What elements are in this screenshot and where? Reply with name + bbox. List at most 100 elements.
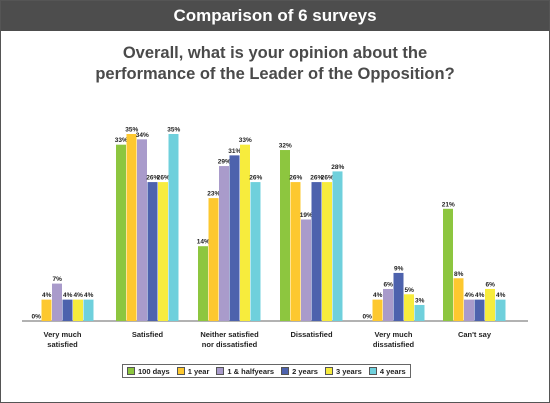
value-label-3-4: 31%	[228, 148, 241, 155]
legend-label: 1 year	[187, 366, 210, 376]
value-label-5-5: 5%	[405, 287, 415, 294]
bar-6-1	[443, 208, 453, 321]
value-label-1-3: 7%	[53, 276, 63, 283]
bar-4-4	[311, 182, 322, 321]
value-label-5-6: 3%	[415, 297, 425, 304]
bar-2-3	[137, 139, 147, 321]
value-label-6-4: 4%	[475, 292, 485, 299]
value-label-4-1: 32%	[279, 143, 292, 150]
legend-item-4: 2 years	[281, 367, 318, 376]
value-label-1-6: 4%	[84, 292, 94, 299]
legend-swatch	[176, 367, 185, 375]
value-label-4-4: 26%	[310, 175, 323, 182]
value-label-6-1: 21%	[442, 201, 455, 208]
legend-label: 4 years	[379, 366, 406, 376]
legend-swatch	[368, 367, 377, 375]
bar-1-2	[41, 299, 52, 321]
bar-5-5	[404, 294, 414, 321]
banner-title: Comparison of 6 surveys	[1, 1, 549, 31]
legend-swatch	[216, 367, 225, 375]
value-label-2-4: 26%	[146, 175, 159, 182]
value-label-2-1: 33%	[115, 137, 128, 144]
chart-legend: 100 days 1 year 1 & halfyears 2 years 3 year…	[122, 364, 411, 378]
value-label-6-2: 8%	[454, 271, 464, 278]
value-label-6-6: 4%	[496, 292, 506, 299]
value-label-2-5: 26%	[157, 175, 170, 182]
bar-2-6	[168, 134, 179, 321]
value-label-3-1: 14%	[197, 239, 210, 246]
legend-swatch	[324, 367, 333, 375]
legend-item-2: 1 year	[176, 366, 210, 376]
legend-swatch	[127, 367, 135, 375]
value-label-3-6: 26%	[249, 175, 262, 182]
category-label-4: Dissatisfied	[290, 330, 333, 339]
bar-3-4	[229, 155, 240, 321]
legend-item-3: 1 & halfyears	[216, 367, 274, 376]
bar-3-3	[219, 166, 229, 321]
legend-label: 3 years	[335, 366, 362, 376]
legend-item-6: 4 years	[368, 366, 406, 376]
bar-3-1	[198, 246, 208, 321]
bar-6-3	[464, 299, 474, 321]
value-label-6-5: 6%	[486, 281, 496, 288]
value-label-6-3: 4%	[465, 292, 475, 299]
bar-4-2	[290, 182, 301, 321]
question-line-2: performance of the Leader of the Opposit…	[95, 65, 455, 83]
value-label-2-6: 35%	[167, 127, 180, 134]
bar-1-6	[83, 299, 94, 321]
legend-item-5: 3 years	[324, 366, 362, 376]
bar-3-5	[240, 144, 250, 321]
value-label-1-5: 4%	[74, 292, 84, 299]
bar-5-3	[383, 288, 393, 321]
value-label-3-5: 33%	[239, 137, 252, 144]
value-label-1-1: 0%	[32, 314, 42, 321]
bar-3-2	[208, 198, 219, 321]
legend-item-1: 100 days	[127, 367, 170, 376]
bar-2-4	[147, 182, 158, 321]
bar-5-4	[393, 272, 404, 321]
bar-3-6	[250, 182, 261, 321]
bar-4-5	[322, 182, 332, 321]
category-label-6: Can't say	[458, 330, 492, 339]
bar-2-2	[126, 134, 137, 321]
value-label-5-2: 4%	[373, 292, 383, 299]
category-label-5: Very much dissatisfied	[373, 330, 415, 349]
bar-4-6	[332, 171, 343, 321]
value-label-2-2: 35%	[125, 127, 138, 134]
value-label-5-4: 9%	[394, 265, 404, 272]
value-label-4-2: 26%	[289, 175, 302, 182]
category-label-2: Satisfied	[132, 330, 164, 339]
legend-label: 1 & halfyears	[227, 366, 275, 376]
bar-1-3	[52, 283, 62, 321]
value-label-4-5: 26%	[321, 175, 334, 182]
bar-2-1	[116, 144, 126, 321]
value-label-5-3: 6%	[384, 281, 394, 288]
bar-1-4	[62, 299, 73, 321]
value-label-3-2: 23%	[207, 191, 220, 198]
bar-6-2	[453, 278, 464, 321]
bar-6-5	[485, 288, 495, 321]
bar-2-5	[158, 182, 168, 321]
chart-question: Overall, what is your opinion about the …	[11, 43, 539, 85]
value-label-1-4: 4%	[63, 292, 73, 299]
legend-swatch	[281, 367, 290, 375]
value-label-5-1: 0%	[363, 314, 373, 321]
bar-5-6	[414, 304, 425, 321]
category-label-3: Neither satisfied nor dissatisfied	[200, 330, 259, 349]
question-line-1: Overall, what is your opinion about the	[122, 44, 428, 62]
bar-6-6	[495, 299, 506, 321]
bar-4-1	[280, 150, 290, 321]
value-label-4-3: 19%	[300, 212, 313, 219]
value-label-4-6: 28%	[331, 164, 344, 171]
legend-label: 100 days	[138, 366, 170, 376]
value-label-3-3: 29%	[218, 159, 231, 166]
legend-label: 2 years	[292, 366, 318, 376]
category-label-1: Very much satisfied	[44, 330, 82, 349]
bar-1-5	[73, 299, 83, 321]
value-label-1-2: 4%	[42, 292, 52, 299]
bar-4-3	[301, 219, 311, 321]
value-label-2-3: 34%	[136, 132, 149, 139]
bar-6-4	[474, 299, 485, 321]
